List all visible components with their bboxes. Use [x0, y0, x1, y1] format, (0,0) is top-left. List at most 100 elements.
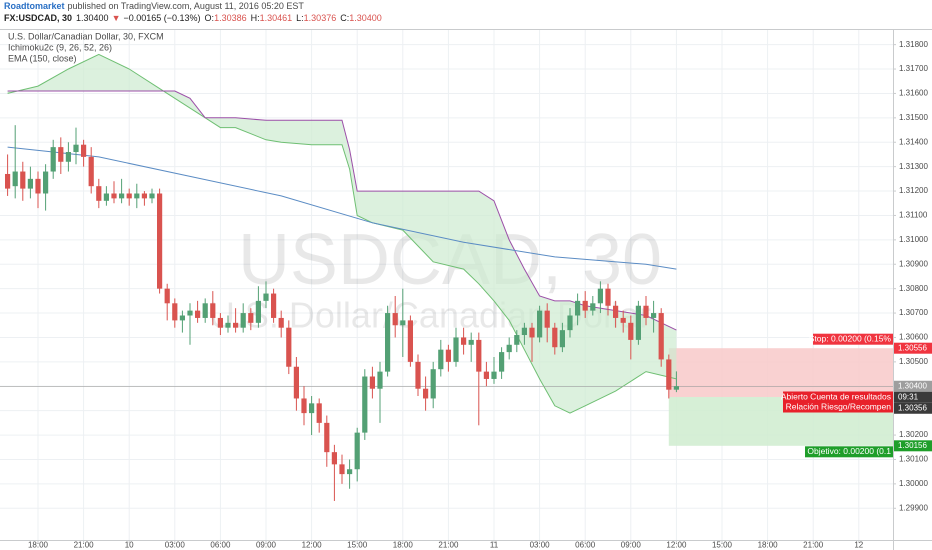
x-tick-label: 18:00: [393, 541, 414, 550]
ichimoku-span-a: [7, 53, 677, 414]
x-tick-label: 10: [125, 541, 134, 550]
y-tick-label: 1.30000: [899, 479, 928, 488]
o-label: O:: [205, 13, 215, 23]
y-tick-label: 1.31600: [899, 89, 928, 98]
candle-body: [103, 193, 109, 201]
candle-body: [324, 422, 330, 453]
plot: Stop: 0.00200 (0.15% Abierto Cuenta de re…: [0, 53, 893, 501]
last: 1.30400: [76, 13, 109, 23]
price-tag-label: 1.30400: [898, 381, 927, 390]
legend-ema[interactable]: EMA (150, close): [8, 53, 77, 63]
candle-body: [172, 303, 178, 321]
candle-body: [620, 317, 626, 323]
candle-body: [316, 403, 322, 423]
candle-body: [12, 171, 18, 187]
candle-body: [537, 310, 543, 338]
candle-body: [423, 388, 429, 399]
x-tick-label: 15:00: [347, 541, 368, 550]
candle-body: [187, 310, 193, 316]
symbol-line: FX:USDCAD, 30 1.30400 ▼ −0.00165 (−0.13%) O:…: [4, 13, 382, 23]
x-tick-label: 06:00: [210, 541, 231, 550]
stop-label: Stop: 0.00200 (0.15%: [809, 333, 892, 343]
ema-line: [7, 146, 677, 270]
x-tick-label: 12:00: [302, 541, 323, 550]
pnl-label: Abierto Cuenta de resultados: [781, 391, 891, 401]
ratio-label-box: [783, 401, 893, 413]
chart-title: U.S. Dollar/Canadian Dollar, 30, FXCM: [8, 31, 164, 41]
change: −0.00165 (−0.13%): [123, 13, 200, 23]
x-tick-label: 12: [854, 541, 863, 550]
candle-body: [407, 320, 413, 362]
arrow: ▼: [112, 13, 121, 23]
y-tick-label: 1.31100: [899, 211, 928, 220]
candle-body: [255, 300, 261, 323]
candle-body: [240, 313, 246, 328]
ichimoku-span-b: [7, 90, 677, 331]
x-tick-label: 18:00: [758, 541, 779, 550]
l-label: L:: [296, 13, 304, 23]
candle-body: [35, 178, 41, 194]
candle-body: [134, 193, 140, 199]
publish-line: Roadtomarket published on TradingView.com…: [4, 1, 304, 11]
target-label-box: [805, 446, 893, 458]
candle-body: [309, 403, 315, 414]
legend-ichimoku[interactable]: Ichimoku2c (9, 26, 52, 26): [8, 42, 112, 52]
price-tag: [894, 342, 932, 354]
candle-body: [483, 371, 489, 379]
candle-body: [605, 288, 611, 306]
y-tick-label: 1.30900: [899, 259, 928, 268]
stop-zone: [668, 348, 893, 398]
pnl-label-box: [783, 391, 893, 403]
candle-body: [597, 288, 603, 304]
y-tick-label: 1.30700: [899, 308, 928, 317]
candle-body: [210, 303, 216, 318]
candle-body: [658, 313, 664, 360]
candle-body: [392, 313, 398, 326]
candle-body: [271, 293, 277, 318]
candle-body: [673, 386, 679, 390]
x-tick-label: 12:00: [666, 541, 687, 550]
countdown: 09:31: [898, 392, 919, 401]
x-tick-label: 09:00: [256, 541, 277, 550]
candle-body: [468, 339, 474, 345]
candle-body: [225, 322, 231, 328]
candle-body: [461, 337, 467, 345]
candle-body: [506, 344, 512, 353]
candle-body: [369, 376, 375, 389]
y-tick-label: 1.30800: [899, 284, 928, 293]
countdown-tag: [894, 391, 932, 403]
candle-body: [217, 317, 223, 328]
candle-body: [301, 398, 307, 414]
y-tick-label: 1.30200: [899, 430, 928, 439]
y-tick-label: 1.31500: [899, 113, 928, 122]
y-tick-label: 1.31400: [899, 137, 928, 146]
x-tick-label: 03:00: [530, 541, 551, 550]
y-tick-label: 1.30600: [899, 333, 928, 342]
candle-body: [88, 156, 94, 187]
high: 1.30461: [260, 13, 293, 23]
candle-body: [5, 173, 11, 189]
y-tick-label: 1.29900: [899, 503, 928, 512]
candle-body: [339, 464, 345, 475]
candle-body: [354, 432, 360, 470]
candle-body: [643, 305, 649, 318]
candle-body: [552, 327, 558, 348]
y-tick-label: 1.31000: [899, 235, 928, 244]
candle-body: [164, 288, 170, 304]
candle-body: [111, 193, 117, 199]
candle-body: [50, 147, 56, 172]
y-tick-label: 1.31800: [899, 40, 928, 49]
author[interactable]: Roadtomarket: [4, 1, 65, 11]
c-label: C:: [340, 13, 349, 23]
candle-body: [119, 193, 125, 199]
open: 1.30386: [214, 13, 247, 23]
x-tick-label: 21:00: [803, 541, 824, 550]
candle-body: [331, 452, 337, 465]
candle-body: [202, 303, 208, 318]
candle-body: [58, 147, 64, 162]
published: published on TradingView.com, August 11,…: [68, 1, 305, 11]
close: 1.30400: [349, 13, 382, 23]
candle-body: [559, 330, 565, 348]
candle-body: [20, 171, 26, 189]
